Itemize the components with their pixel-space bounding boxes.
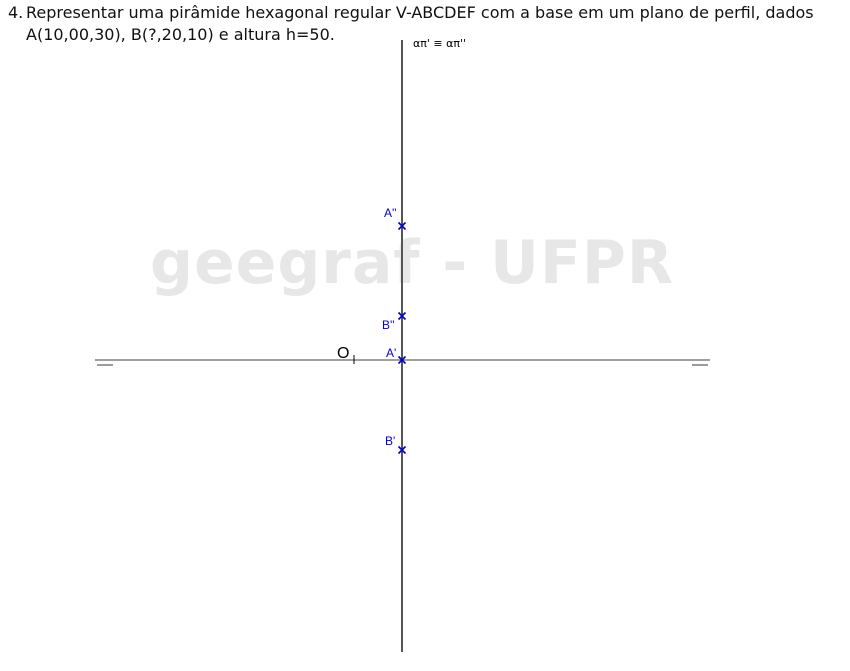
point-a-prime-marker bbox=[397, 355, 407, 365]
point-b-prime: B' bbox=[385, 434, 407, 455]
point-a-double-prime-label: A'' bbox=[384, 206, 397, 220]
point-a-double-prime-marker bbox=[397, 221, 407, 231]
point-a-prime-label: A' bbox=[386, 346, 396, 360]
problem-text-line2: A(10,00,30), B(?,20,10) e altura h=50. bbox=[26, 25, 335, 44]
point-b-double-prime: B'' bbox=[382, 311, 407, 332]
plane-label: απ' ≡ απ'' bbox=[413, 37, 466, 50]
point-b-prime-label: B' bbox=[385, 434, 395, 448]
point-b-double-prime-marker bbox=[397, 311, 407, 321]
point-b-double-prime-label: B'' bbox=[382, 318, 395, 332]
watermark: geegraf - UFPR bbox=[150, 228, 674, 298]
origin-label: O bbox=[337, 345, 349, 362]
problem-number: 4. bbox=[8, 3, 24, 22]
point-a-double-prime: A'' bbox=[384, 206, 407, 231]
point-a-prime: A' bbox=[386, 346, 407, 365]
point-b-prime-marker bbox=[397, 445, 407, 455]
problem-statement: 4. Representar uma pirâmide hexagonal reg… bbox=[8, 2, 816, 46]
problem-text-line1: Representar uma pirâmide hexagonal regul… bbox=[26, 3, 814, 22]
